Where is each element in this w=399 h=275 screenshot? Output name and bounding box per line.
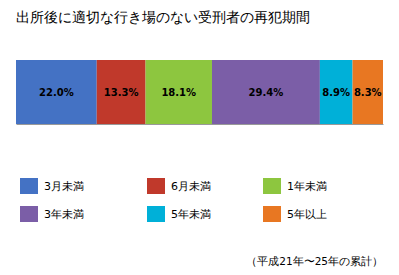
bar-segment [16, 60, 97, 124]
legend-label: 1年未満 [287, 180, 327, 193]
legend-swatch [147, 178, 165, 194]
data-label: 29.4% [249, 87, 284, 98]
footnote: （平成21年〜25年の累計） [246, 255, 383, 267]
data-labels: 22.0% 13.3% 18.1% 29.4% 8.9% 8.3% [39, 87, 382, 98]
data-label: 22.0% [39, 87, 74, 98]
legend: 3月未満 6月未満 1年未満 3年未満 5年未満 5年以上 [20, 178, 327, 222]
legend-swatch [147, 206, 165, 222]
bar-segment [353, 60, 383, 124]
legend-swatch [20, 178, 38, 194]
legend-swatch [263, 206, 281, 222]
legend-label: 6月未満 [171, 180, 211, 193]
x-axis [17, 124, 384, 125]
legend-label: 5年以上 [287, 208, 327, 221]
legend-label: 3月未満 [44, 180, 84, 193]
bar-segment [97, 60, 146, 124]
bar-segment [320, 60, 353, 124]
legend-item: 6月未満 [147, 178, 211, 194]
x-axis-line [17, 124, 384, 125]
plot-area: 22.0% 13.3% 18.1% 29.4% 8.9% 8.3% [16, 60, 384, 125]
legend-label: 3年未満 [44, 208, 84, 221]
bar-segment [212, 60, 320, 124]
legend-item: 1年未満 [263, 178, 327, 194]
data-label: 18.1% [161, 87, 196, 98]
chart-title: 出所後に適切な行き場のない受刑者の再犯期間 [16, 9, 310, 25]
data-label: 8.3% [354, 87, 382, 98]
legend-swatch [263, 178, 281, 194]
legend-item: 5年以上 [263, 206, 327, 222]
data-label: 8.9% [322, 87, 350, 98]
bars [16, 60, 383, 124]
chart-root: 出所後に適切な行き場のない受刑者の再犯期間 22.0% 13.3% 18.1% 29.4… [0, 0, 399, 275]
legend-item: 5年未満 [147, 206, 211, 222]
bar-segment [146, 60, 212, 124]
legend-item: 3月未満 [20, 178, 84, 194]
legend-item: 3年未満 [20, 206, 84, 222]
data-label: 13.3% [104, 87, 139, 98]
legend-label: 5年未満 [171, 208, 211, 221]
legend-swatch [20, 206, 38, 222]
